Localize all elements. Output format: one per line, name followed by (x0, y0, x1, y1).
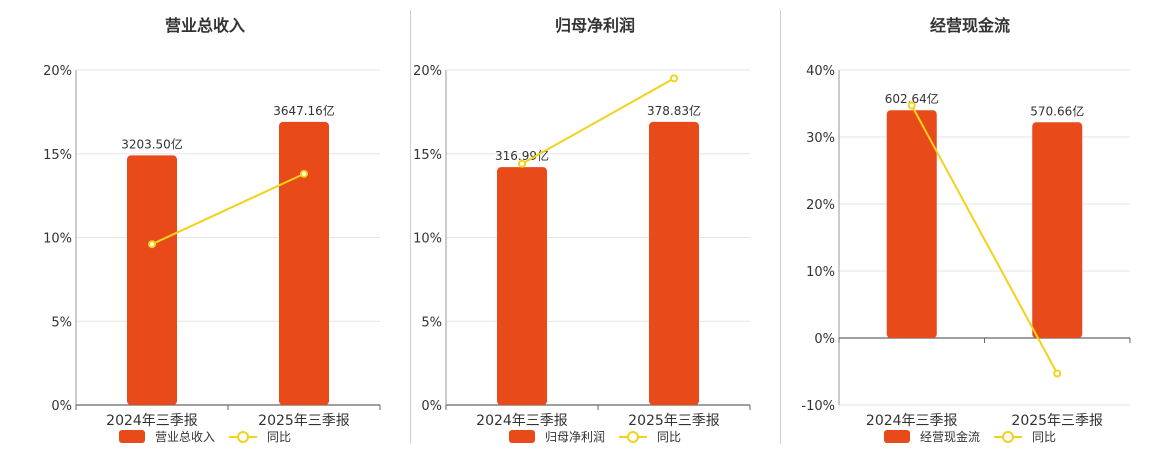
bar (649, 121, 699, 406)
y-tick-label: 10% (806, 265, 835, 280)
bar (127, 155, 177, 405)
x-tick-label: 2025年三季报 (1011, 413, 1103, 429)
chart-legend: 归母净利润 同比 (410, 428, 780, 445)
chart-title: 营业总收入 (164, 16, 245, 35)
x-tick-label: 2025年三季报 (258, 413, 350, 429)
legend-line-swatch (994, 430, 1022, 443)
revenue-chart: 0% 5% 10% 15% 20% 3203.50亿 3647.16亿 2024年三季报 202… (43, 64, 381, 429)
yoy-line (521, 77, 675, 165)
yoy-line (910, 105, 1059, 374)
y-tick-label: 15% (413, 148, 442, 163)
y-tick-label: 0% (51, 399, 72, 414)
bar-data-label: 378.83亿 (647, 103, 701, 118)
net-profit-chart: 0% 5% 10% 15% 20% 316.99亿 378.83亿 2024年三季报 2025年… (413, 64, 751, 429)
x-tick-label: 2024年三季报 (106, 413, 198, 429)
chart-title: 归母净利润 (554, 16, 635, 35)
legend-line-label: 同比 (657, 430, 682, 444)
bar-data-label: 3647.16亿 (273, 103, 335, 118)
y-tick-label: 0% (421, 399, 442, 414)
bar (497, 167, 547, 405)
yoy-point (300, 169, 308, 178)
cash-flow-chart-panel: 经营现金流 -10% 0% 10% 20% 30% 40% 602.64亿 570.66亿 20… (780, 0, 1160, 450)
y-tick-label: 20% (806, 198, 835, 213)
bar-data-label: 316.99亿 (495, 148, 549, 163)
bar-data-label: 602.64亿 (885, 91, 939, 106)
chart-legend: 经营现金流 同比 (780, 428, 1160, 445)
y-tick-label: 5% (51, 315, 72, 330)
legend-bar-swatch (508, 430, 535, 443)
legend-bar-label: 经营现金流 (919, 430, 980, 444)
cash-flow-chart: -10% 0% 10% 20% 30% 40% 602.64亿 570.66亿 2024年三季报… (801, 64, 1131, 429)
panel-divider (780, 10, 781, 444)
y-tick-label: 15% (43, 148, 72, 163)
bar (886, 110, 937, 338)
y-tick-label: -10% (801, 399, 835, 414)
x-tick-label: 2024年三季报 (866, 413, 958, 429)
legend-bar-swatch (118, 430, 145, 443)
yoy-point (1053, 369, 1062, 378)
y-tick-label: 0% (814, 332, 835, 347)
yoy-point (518, 159, 526, 168)
bar (1032, 122, 1083, 338)
bar-data-label: 3203.50亿 (121, 136, 183, 151)
legend-line-swatch (619, 430, 647, 443)
y-tick-label: 10% (43, 232, 72, 247)
legend-bar-label: 归母净利润 (544, 430, 605, 444)
chart-title: 经营现金流 (929, 16, 1010, 35)
y-tick-label: 5% (421, 315, 442, 330)
net-profit-chart-panel: 归母净利润 0% 5% 10% 15% 20% 316.99亿 378.83亿 2024年三季… (410, 0, 780, 450)
legend-line-swatch (229, 430, 257, 443)
y-tick-label: 40% (806, 64, 835, 79)
yoy-point (670, 74, 678, 83)
bar-data-label: 570.66亿 (1030, 103, 1084, 118)
x-tick-label: 2024年三季报 (476, 413, 568, 429)
yoy-point (148, 240, 156, 249)
x-tick-label: 2025年三季报 (628, 413, 720, 429)
legend-line-label: 同比 (1032, 430, 1057, 444)
y-tick-label: 20% (413, 64, 442, 79)
revenue-chart-panel: 营业总收入 0% 5% 10% 15% 20% 3203.50亿 3647.16亿 2024年… (0, 0, 410, 450)
y-tick-label: 10% (413, 232, 442, 247)
y-tick-label: 20% (43, 64, 72, 79)
yoy-line (151, 172, 305, 246)
y-tick-label: 30% (806, 131, 835, 146)
legend-bar-swatch (883, 430, 910, 443)
panel-divider (410, 10, 411, 444)
chart-legend: 营业总收入 同比 (0, 428, 410, 445)
yoy-point (907, 101, 916, 110)
legend-bar-label: 营业总收入 (154, 430, 215, 444)
legend-line-label: 同比 (267, 430, 292, 444)
bar (279, 121, 329, 406)
